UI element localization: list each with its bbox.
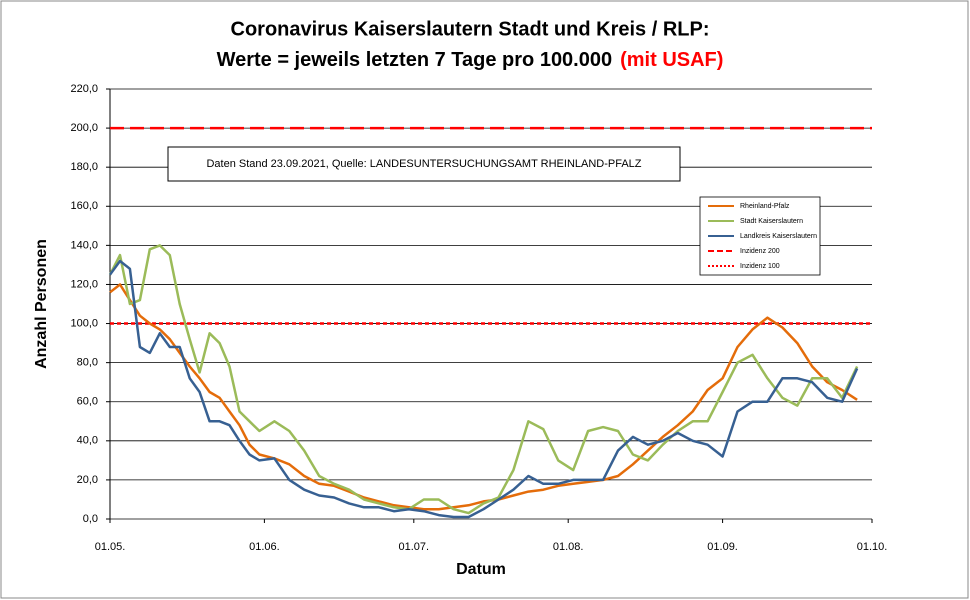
series-line xyxy=(108,259,859,519)
chart-title: Coronavirus Kaiserslautern Stadt und Kre… xyxy=(231,18,710,40)
y-tick-label: 220,0 xyxy=(70,83,98,95)
y-tick-label: 0,0 xyxy=(83,513,98,525)
x-tick-label: 01.05. xyxy=(95,541,126,553)
subtitle-main: Werte = jeweils letzten 7 Tage pro 100.0… xyxy=(217,49,613,71)
y-tick-label: 160,0 xyxy=(70,200,98,212)
y-tick-label: 200,0 xyxy=(70,122,98,134)
x-tick-label: 01.08. xyxy=(553,541,584,553)
y-tick-label: 100,0 xyxy=(70,317,98,329)
y-tick-label: 180,0 xyxy=(70,161,98,173)
y-axis-label: Anzahl Personen xyxy=(33,239,50,369)
legend-label: Rheinland-Pfalz xyxy=(740,203,790,210)
legend: Rheinland-Pfalz Stadt Kaiserslautern Landk… xyxy=(708,203,817,270)
y-tick-label: 80,0 xyxy=(77,357,98,369)
x-tick-label: 01.10. xyxy=(857,541,888,553)
x-tick-label: 01.07. xyxy=(399,541,430,553)
x-tick-label: 01.09. xyxy=(707,541,738,553)
y-tick-label: 140,0 xyxy=(70,239,98,251)
series-line xyxy=(108,244,859,515)
y-tick-label: 20,0 xyxy=(77,474,98,486)
x-tick-label: 01.06. xyxy=(249,541,280,553)
series-line xyxy=(109,283,858,511)
annotation-box xyxy=(167,146,681,182)
x-axis-label: Datum xyxy=(456,561,506,578)
y-tick-label: 60,0 xyxy=(77,396,98,408)
y-tick-label: 120,0 xyxy=(70,278,98,290)
legend-label: Inzidenz 200 xyxy=(740,248,780,255)
y-tick-label: 40,0 xyxy=(77,435,98,447)
annotation: Daten Stand 23.09.2021, Quelle: LANDESUN… xyxy=(206,158,641,170)
subtitle-highlight: (mit USAF) xyxy=(620,49,723,71)
legend-label: Landkreis Kaiserslautern xyxy=(740,233,817,240)
legend-label: Inzidenz 100 xyxy=(740,263,780,270)
legend-label: Stadt Kaiserslautern xyxy=(740,218,803,225)
chart-subtitle: Werte = jeweils letzten 7 Tage pro 100.0… xyxy=(217,49,724,71)
